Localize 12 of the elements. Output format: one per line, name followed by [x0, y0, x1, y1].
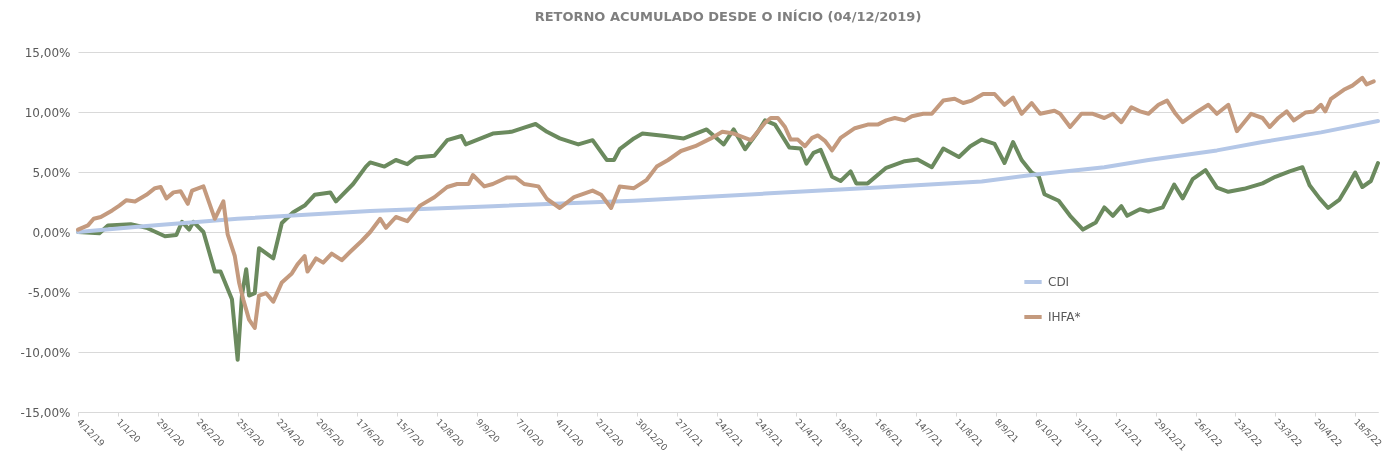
legend-label: CDI — [1048, 275, 1070, 289]
y-tick-label: 5,00% — [32, 165, 71, 180]
y-tick-label: 15,00% — [24, 45, 71, 60]
y-tick-label: 10,00% — [24, 105, 71, 120]
y-tick-label: -15,00% — [20, 405, 71, 420]
legend-label: IHFA* — [1048, 310, 1081, 324]
y-tick-label: -5,00% — [28, 285, 71, 300]
chart-title: RETORNO ACUMULADO DESDE O INÍCIO (04/12/2019) — [534, 9, 922, 24]
line-series — [76, 119, 1380, 234]
y-tick-label: 0,00% — [32, 225, 71, 240]
y-tick-label: -10,00% — [20, 345, 71, 360]
line-series — [76, 75, 1376, 330]
